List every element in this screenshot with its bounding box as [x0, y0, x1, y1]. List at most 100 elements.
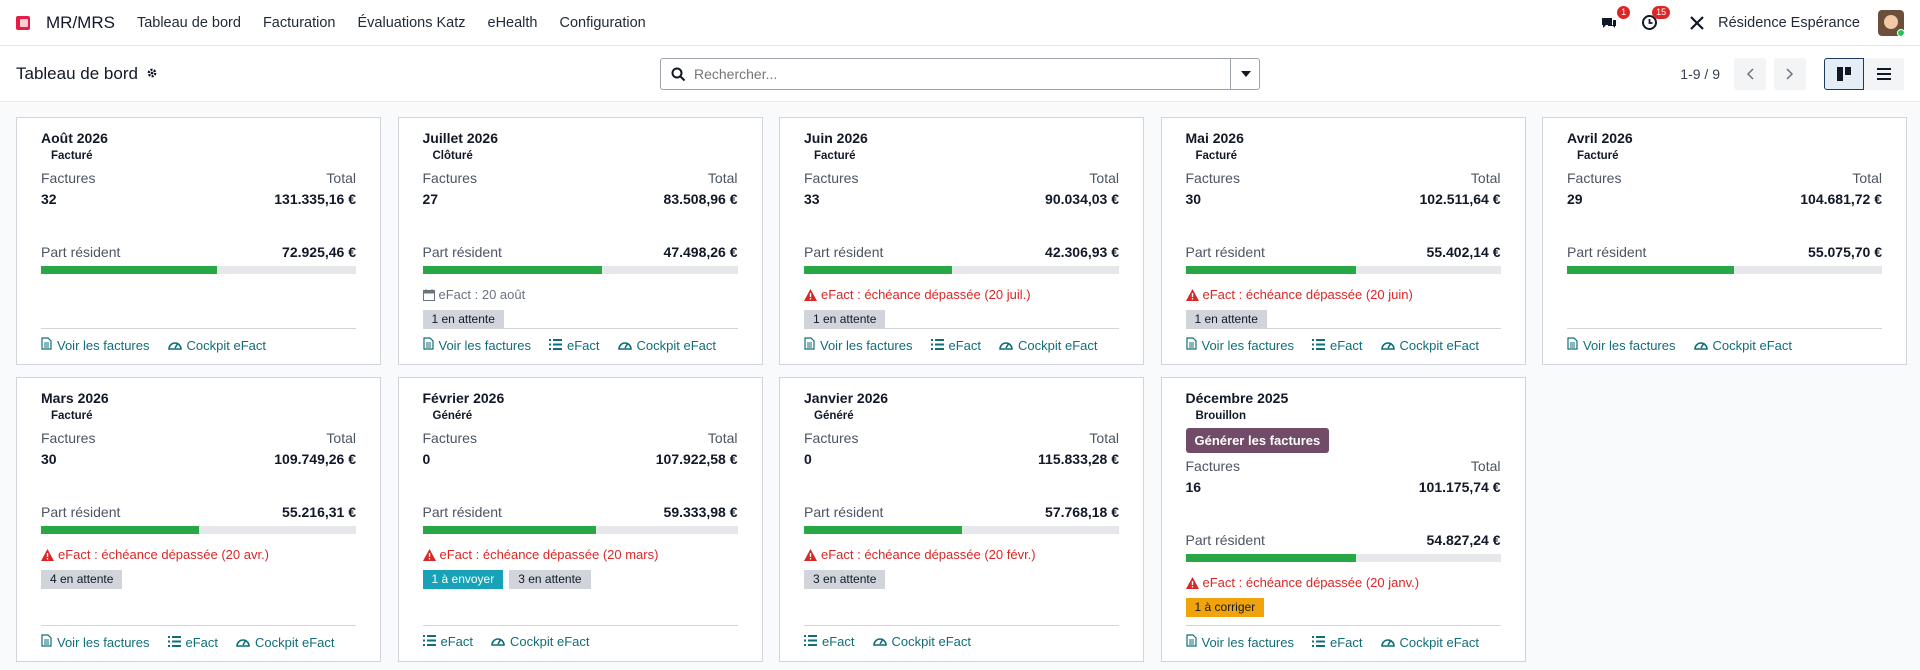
cockpit-link[interactable]: Cockpit eFact	[872, 634, 971, 649]
chevron-down-icon	[1241, 71, 1251, 77]
pager-next-button[interactable]	[1774, 57, 1806, 90]
cockpit-link[interactable]: Cockpit eFact	[491, 634, 590, 649]
kanban-card[interactable]: Août 2026 Facturé Factures Total 32 131.335,1…	[16, 117, 381, 365]
card-status: Clôturé	[432, 150, 473, 162]
search-input[interactable]	[694, 60, 1230, 88]
messages-icon[interactable]: 1	[1598, 5, 1631, 34]
warning-icon	[1185, 288, 1199, 301]
status-tag[interactable]: 1 en attente	[1185, 310, 1267, 329]
cockpit-link[interactable]: Cockpit eFact	[999, 337, 1098, 353]
cockpit-link[interactable]: Cockpit eFact	[167, 337, 266, 353]
status-tag[interactable]: 4 en attente	[41, 570, 123, 589]
kanban-card[interactable]: Mars 2026 Facturé Factures Total 30 109.749,2…	[16, 377, 381, 662]
efact-link[interactable]: eFact	[930, 337, 982, 353]
resident-share-amount: 57.768,18 €	[1045, 504, 1119, 520]
total-amount: 102.511,64 €	[1419, 191, 1501, 207]
cockpit-link[interactable]: Cockpit eFact	[1693, 337, 1792, 353]
card-status: Facturé	[814, 150, 856, 162]
efact-warning: eFact : échéance dépassée (20 avr.)	[58, 547, 270, 562]
resident-share-label: Part résident	[41, 244, 121, 260]
status-tag[interactable]: 3 en attente	[509, 570, 591, 589]
voir-link[interactable]: Voir les factures	[804, 337, 913, 353]
total-label: Total	[1089, 170, 1119, 186]
status-tag[interactable]: 1 à envoyer	[422, 570, 504, 589]
company-switcher[interactable]: Résidence Espérance	[1718, 14, 1860, 31]
total-amount: 90.034,03 €	[1045, 191, 1119, 207]
menu-item-katz[interactable]: Évaluations Katz	[357, 14, 466, 31]
status-tag[interactable]: 1 en attente	[422, 310, 504, 329]
cockpit-link-label: Cockpit eFact	[1399, 337, 1479, 353]
invoice-count: 29	[1567, 191, 1583, 207]
invoices-label: Factures	[1567, 170, 1622, 186]
search-options-toggle[interactable]	[1230, 59, 1259, 89]
card-status: Facturé	[51, 150, 93, 162]
list-icon	[804, 634, 817, 649]
list-view-button[interactable]	[1864, 57, 1904, 90]
kanban-view-button[interactable]	[1824, 57, 1864, 90]
efact-warning: eFact : échéance dépassée (20 juin)	[1202, 287, 1413, 302]
kanban-card[interactable]: Mai 2026 Facturé Factures Total 30 102.511,64…	[1160, 117, 1526, 365]
efact-link[interactable]: eFact	[1312, 337, 1363, 353]
efact-link-label: eFact	[948, 337, 982, 353]
cockpit-link[interactable]: Cockpit eFact	[236, 634, 335, 650]
gear-icon[interactable]	[146, 64, 158, 84]
cockpit-link[interactable]: Cockpit eFact	[617, 337, 716, 353]
voir-link[interactable]: Voir les factures	[41, 337, 150, 353]
cockpit-link[interactable]: Cockpit eFact	[1380, 634, 1479, 650]
generate-invoices-button[interactable]: Générer les factures	[1185, 428, 1330, 453]
total-label: Total	[326, 430, 356, 446]
voir-link[interactable]: Voir les factures	[1567, 337, 1676, 353]
menu-item-configuration[interactable]: Configuration	[559, 14, 646, 31]
efact-link[interactable]: eFact	[167, 634, 218, 650]
app-name[interactable]: MR/MRS	[46, 12, 115, 32]
app-logo-icon[interactable]	[16, 14, 34, 32]
menu-item-billing[interactable]: Facturation	[262, 14, 336, 31]
resident-share-label: Part résident	[41, 504, 121, 520]
pager-previous-button[interactable]	[1734, 57, 1766, 90]
activity-clock-icon[interactable]: 15	[1638, 5, 1671, 34]
user-avatar[interactable]	[1878, 9, 1904, 36]
voir-link-label: Voir les factures	[57, 337, 150, 353]
efact-link[interactable]: eFact	[549, 337, 600, 353]
card-divider	[41, 625, 356, 626]
voir-link[interactable]: Voir les factures	[1185, 337, 1294, 353]
status-tag[interactable]: 1 à corriger	[1185, 598, 1265, 617]
kanban-card[interactable]: Juillet 2026 Clôturé Factures Total 27 83.508…	[397, 117, 763, 365]
tools-icon[interactable]	[1686, 12, 1708, 34]
efact-link[interactable]: eFact	[1312, 634, 1363, 650]
resident-share-amount: 47.498,26 €	[663, 244, 738, 260]
status-tag[interactable]: 1 en attente	[804, 310, 886, 329]
card-divider	[422, 625, 738, 626]
dashboard-gauge-icon	[236, 635, 250, 650]
menu-item-dashboard[interactable]: Tableau de bord	[136, 14, 241, 31]
kanban-card[interactable]: Juin 2026 Facturé Factures Total 33 90.034,03…	[779, 117, 1144, 365]
menu-item-ehealth[interactable]: eHealth	[487, 14, 538, 31]
card-divider	[422, 328, 738, 329]
card-status: Facturé	[1195, 150, 1238, 162]
kanban-card[interactable]: Avril 2026 Facturé Factures Total 29 104.681,…	[1542, 117, 1907, 365]
cockpit-link[interactable]: Cockpit eFact	[1380, 337, 1479, 353]
resident-share-amount: 42.306,93 €	[1045, 244, 1119, 260]
efact-link[interactable]: eFact	[804, 634, 855, 649]
kanban-card[interactable]: Février 2026 Généré Factures Total 0 107.922,…	[397, 377, 763, 662]
efact-link[interactable]: eFact	[422, 634, 473, 649]
status-tag[interactable]: 3 en attente	[804, 570, 886, 589]
kanban-card[interactable]: Janvier 2026 Généré Factures Total 0 115.833,…	[779, 377, 1144, 662]
voir-link[interactable]: Voir les factures	[422, 337, 531, 353]
total-label: Total	[326, 170, 356, 186]
invoices-label: Factures	[804, 430, 859, 446]
resident-share-label: Part résident	[422, 504, 502, 520]
top-navbar: MR/MRS Tableau de bord Facturation Évalu…	[0, 0, 1920, 46]
kanban-card[interactable]: Décembre 2025 Brouillon Générer les factur…	[1160, 377, 1526, 662]
invoices-label: Factures	[41, 170, 96, 186]
list-icon	[422, 634, 436, 649]
invoice-count: 0	[422, 451, 431, 467]
voir-link[interactable]: Voir les factures	[1185, 634, 1294, 650]
card-status: Généré	[432, 410, 473, 422]
pager-value[interactable]: 1-9 / 9	[1680, 65, 1720, 82]
search-bar[interactable]	[660, 58, 1260, 90]
card-title: Mars 2026	[41, 390, 109, 406]
activity-badge: 15	[1652, 5, 1671, 19]
voir-link[interactable]: Voir les factures	[41, 634, 150, 650]
invoice-count: 27	[422, 191, 439, 207]
